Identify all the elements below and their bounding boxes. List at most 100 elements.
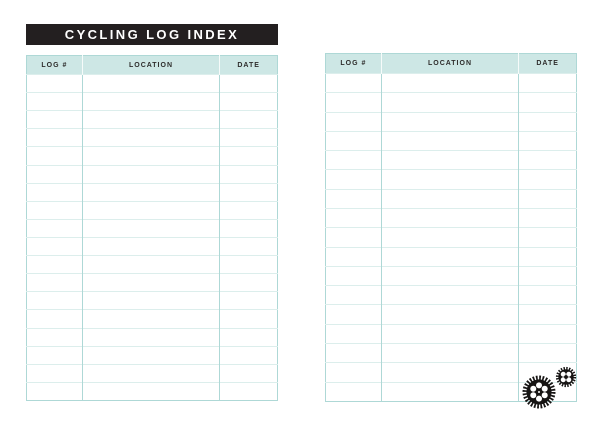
log-index-table-left: LOG # LOCATION DATE xyxy=(26,55,278,401)
empty-cell xyxy=(26,345,83,365)
empty-cell xyxy=(219,218,278,238)
table-row xyxy=(325,130,577,151)
empty-cell xyxy=(380,246,519,267)
empty-cell xyxy=(219,309,278,329)
empty-cell xyxy=(26,291,83,310)
table-row xyxy=(26,381,278,401)
empty-cell xyxy=(81,363,220,383)
empty-cell xyxy=(325,362,382,382)
table-row xyxy=(325,72,577,93)
table-row xyxy=(26,236,278,256)
empty-cell xyxy=(325,111,382,132)
table-row xyxy=(26,92,278,111)
empty-cell xyxy=(518,285,577,305)
empty-cell xyxy=(81,236,220,256)
empty-cell xyxy=(219,291,278,310)
empty-cell xyxy=(81,327,220,347)
empty-cell xyxy=(219,92,278,111)
table-row xyxy=(26,146,278,166)
empty-cell xyxy=(81,381,220,401)
empty-cell xyxy=(325,188,382,209)
empty-cell xyxy=(325,304,382,325)
column-header-date: DATE xyxy=(518,53,577,74)
table-row xyxy=(325,188,577,209)
empty-cell xyxy=(325,227,382,248)
empty-cell xyxy=(325,207,382,228)
empty-cell xyxy=(518,169,577,190)
empty-cell xyxy=(81,255,220,274)
column-header-date: DATE xyxy=(219,55,278,75)
empty-cell xyxy=(518,72,577,93)
empty-cell xyxy=(380,92,519,113)
empty-cell xyxy=(219,363,278,383)
empty-cell xyxy=(325,285,382,305)
empty-cell xyxy=(26,218,83,238)
empty-cell xyxy=(26,128,83,147)
empty-cell xyxy=(518,246,577,267)
table-row xyxy=(26,255,278,274)
empty-cell xyxy=(81,345,220,365)
empty-cell xyxy=(81,182,220,202)
empty-cell xyxy=(325,323,382,344)
table-row xyxy=(325,227,577,248)
empty-cell xyxy=(26,200,83,220)
table-row xyxy=(26,363,278,383)
table-row xyxy=(325,265,577,286)
empty-cell xyxy=(219,200,278,220)
empty-cell xyxy=(518,323,577,344)
table-row xyxy=(26,309,278,329)
empty-cell xyxy=(219,164,278,184)
empty-cell xyxy=(81,164,220,184)
empty-cell xyxy=(518,150,577,170)
empty-cell xyxy=(26,146,83,166)
empty-cell xyxy=(219,73,278,93)
empty-cell xyxy=(26,327,83,347)
empty-cell xyxy=(518,265,577,286)
empty-cell xyxy=(81,128,220,147)
column-header-location: LOCATION xyxy=(380,53,519,74)
empty-cell xyxy=(518,342,577,363)
empty-cell xyxy=(380,111,519,132)
table-row xyxy=(26,327,278,347)
table-row xyxy=(325,304,577,325)
sprocket-gear-icon xyxy=(555,366,577,388)
empty-cell xyxy=(26,381,83,401)
table-row xyxy=(26,200,278,220)
empty-cell xyxy=(518,207,577,228)
empty-cell xyxy=(219,110,278,129)
log-index-table-right: LOG # LOCATION DATE xyxy=(325,53,577,402)
chainring-gear-icon xyxy=(521,374,557,410)
column-header-location: LOCATION xyxy=(81,55,220,75)
table-row xyxy=(325,323,577,344)
empty-cell xyxy=(219,128,278,147)
empty-cell xyxy=(380,207,519,228)
empty-cell xyxy=(219,146,278,166)
table-row xyxy=(325,169,577,190)
empty-cell xyxy=(81,218,220,238)
column-header-log-number: LOG # xyxy=(325,53,382,74)
empty-cell xyxy=(380,150,519,170)
table-row xyxy=(26,128,278,147)
table-row xyxy=(26,73,278,93)
empty-cell xyxy=(81,200,220,220)
table-row xyxy=(26,291,278,310)
empty-cell xyxy=(518,188,577,209)
empty-cell xyxy=(81,309,220,329)
empty-cell xyxy=(325,246,382,267)
empty-cell xyxy=(219,236,278,256)
empty-cell xyxy=(380,285,519,305)
table-row xyxy=(325,342,577,363)
empty-cell xyxy=(518,92,577,113)
empty-cell xyxy=(380,227,519,248)
table-row xyxy=(26,273,278,292)
empty-cell xyxy=(380,342,519,363)
empty-cell xyxy=(325,381,382,402)
empty-cell xyxy=(81,73,220,93)
empty-cell xyxy=(81,291,220,310)
table-row xyxy=(26,218,278,238)
empty-cell xyxy=(380,265,519,286)
empty-cell xyxy=(380,304,519,325)
table-row xyxy=(325,111,577,132)
empty-cell xyxy=(26,164,83,184)
empty-cell xyxy=(518,227,577,248)
